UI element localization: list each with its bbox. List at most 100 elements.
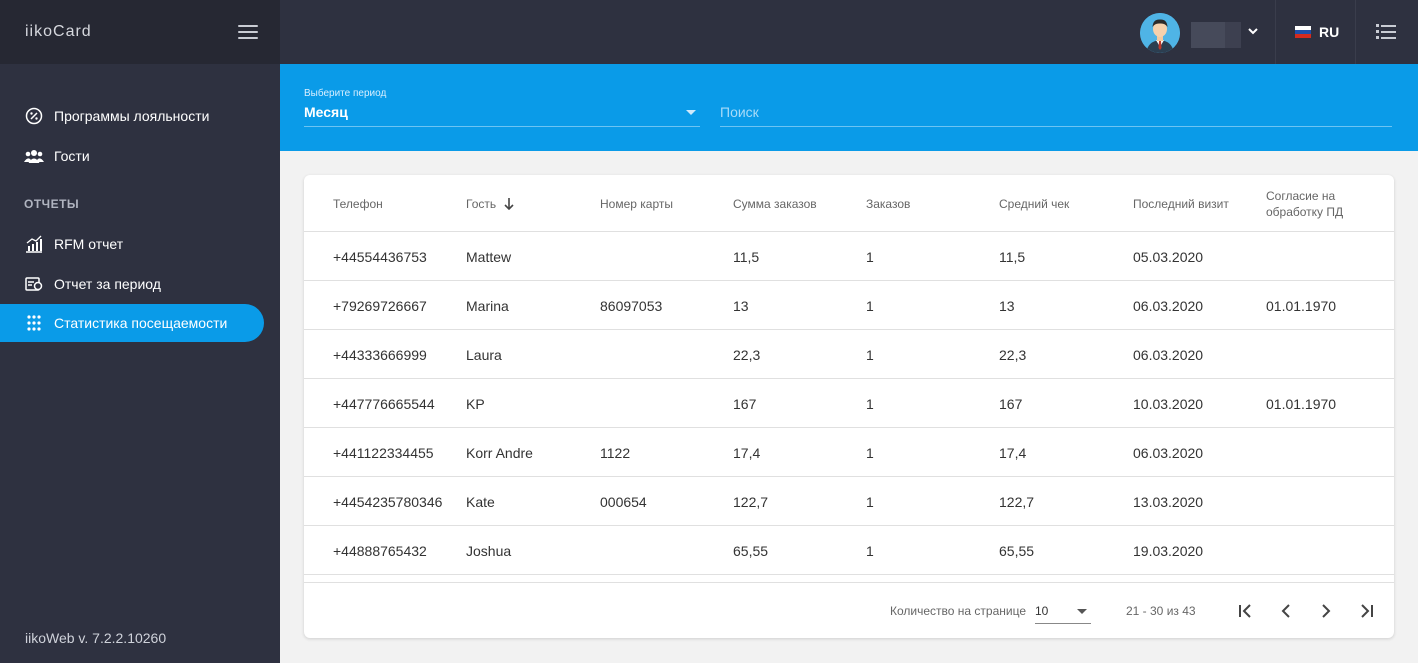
report-icon <box>24 274 44 294</box>
users-icon <box>24 146 44 166</box>
cell-average-check: 65,55 <box>999 542 1035 559</box>
cell-last-visit: 06.03.2020 <box>1133 444 1204 461</box>
sidebar-item-label: Программы лояльности <box>54 108 210 124</box>
sidebar-item-label: Статистика посещаемости <box>54 315 228 331</box>
cell-phone: +44333666999 <box>333 346 427 363</box>
cell-orders: 1 <box>866 444 874 461</box>
cell-order-sum: 65,55 <box>733 542 769 559</box>
per-page-value: 10 <box>1035 604 1049 618</box>
menu-icon[interactable] <box>238 25 258 39</box>
per-page-select[interactable]: 10 <box>1035 600 1091 624</box>
sidebar: iikoCard Программы лояльности Гости ОТЧЕ… <box>0 0 280 663</box>
sidebar-item-rfm[interactable]: RFM отчет <box>0 225 264 263</box>
cell-last-visit: 19.03.2020 <box>1133 542 1204 559</box>
cell-average-check: 13 <box>999 297 1015 314</box>
cell-guest: Marina <box>466 297 509 314</box>
period-label: Выберите период <box>304 88 387 99</box>
top-bar: RU <box>280 0 1418 64</box>
sidebar-item-loyalty[interactable]: Программы лояльности <box>0 97 264 135</box>
user-name-box[interactable] <box>1191 22 1241 48</box>
brand-bar: iikoCard <box>0 0 280 64</box>
column-order-sum[interactable]: Сумма заказов <box>733 196 817 211</box>
sidebar-item-guests[interactable]: Гости <box>0 137 264 175</box>
next-page-button[interactable] <box>1314 599 1338 623</box>
cell-orders: 1 <box>866 542 874 559</box>
column-orders[interactable]: Заказов <box>866 196 911 211</box>
cell-guest: KP <box>466 395 485 412</box>
cell-consent: 01.01.1970 <box>1266 297 1337 314</box>
cell-phone: +79269726667 <box>333 297 427 314</box>
cell-order-sum: 122,7 <box>733 493 769 510</box>
last-page-button[interactable] <box>1354 599 1378 623</box>
search-field[interactable] <box>720 104 1392 127</box>
column-consent[interactable]: Согласие на обработку ПД <box>1266 188 1344 219</box>
column-phone[interactable]: Телефон <box>333 196 383 211</box>
attendance-icon <box>24 313 44 333</box>
cell-phone: +4454235780346 <box>333 493 443 510</box>
filter-bar: Выберите период Месяц <box>280 64 1418 151</box>
cell-guest: Mattew <box>466 248 512 265</box>
cell-average-check: 17,4 <box>999 444 1027 461</box>
cell-average-check: 22,3 <box>999 346 1027 363</box>
sidebar-item-label: RFM отчет <box>54 236 124 252</box>
cell-order-sum: 22,3 <box>733 346 761 363</box>
period-value: Месяц <box>304 104 348 120</box>
cell-last-visit: 10.03.2020 <box>1133 395 1204 412</box>
first-page-button[interactable] <box>1234 599 1258 623</box>
cell-order-sum: 167 <box>733 395 757 412</box>
table-row[interactable]: +4454235780346 Kate 000654 122,7 1 122,7 13.03… <box>304 477 1394 526</box>
column-guest-label: Гость <box>466 196 497 211</box>
table-row[interactable]: +44554436753 Mattew 11,5 1 11,5 05.03.2020 <box>304 232 1394 281</box>
table-row[interactable]: +79269726667 Marina 86097053 13 1 13 06.03.202… <box>304 281 1394 330</box>
language-switch[interactable]: RU <box>1319 24 1340 40</box>
cell-guest: Korr Andre <box>466 444 533 461</box>
column-average-check[interactable]: Средний чек <box>999 196 1070 211</box>
sidebar-item-period-report[interactable]: Отчет за период <box>0 265 264 303</box>
cell-average-check: 122,7 <box>999 493 1035 510</box>
percent-badge-icon <box>24 106 44 126</box>
table-row[interactable]: +44888765432 Joshua 65,55 1 65,55 19.03.2020 <box>304 526 1394 575</box>
table-row[interactable]: +44333666999 Laura 22,3 1 22,3 06.03.2020 <box>304 330 1394 379</box>
cell-phone: +44888765432 <box>333 542 427 559</box>
cell-orders: 1 <box>866 346 874 363</box>
chart-icon <box>24 234 44 254</box>
cell-last-visit: 06.03.2020 <box>1133 297 1204 314</box>
period-select[interactable]: Месяц <box>304 104 700 127</box>
previous-page-button[interactable] <box>1274 599 1298 623</box>
table-card: Телефон Гость Номер карты Сумма заказов … <box>304 175 1394 638</box>
reports-section-label: ОТЧЕТЫ <box>24 197 80 211</box>
brand-logo: iikoCard <box>25 23 92 40</box>
cell-last-visit: 13.03.2020 <box>1133 493 1204 510</box>
sidebar-item-attendance[interactable]: Статистика посещаемости <box>0 304 264 342</box>
sort-down-arrow-icon <box>504 197 514 210</box>
dropdown-arrow-icon <box>1077 609 1087 614</box>
table-row[interactable]: +447776665544 KP 167 1 167 10.03.2020 01.01.19… <box>304 379 1394 428</box>
list-menu-icon[interactable] <box>1376 24 1396 40</box>
cell-card-number: 86097053 <box>600 297 663 314</box>
cell-phone: +447776665544 <box>333 395 435 412</box>
cell-phone: +441122334455 <box>333 444 434 461</box>
cell-phone: +44554436753 <box>333 248 427 265</box>
russia-flag-icon[interactable] <box>1295 26 1311 38</box>
cell-orders: 1 <box>866 493 874 510</box>
chevron-down-icon[interactable] <box>1248 24 1258 38</box>
cell-orders: 1 <box>866 395 874 412</box>
divider <box>1275 0 1276 64</box>
column-guest[interactable]: Гость <box>466 175 514 232</box>
cell-orders: 1 <box>866 297 874 314</box>
cell-guest: Joshua <box>466 542 512 559</box>
app-version: iikoWeb v. 7.2.2.10260 <box>25 630 167 646</box>
avatar[interactable] <box>1140 13 1180 53</box>
cell-order-sum: 17,4 <box>733 444 761 461</box>
cell-last-visit: 06.03.2020 <box>1133 346 1204 363</box>
cell-average-check: 11,5 <box>999 248 1026 265</box>
table-row[interactable]: +441122334455 Korr Andre 1122 17,4 1 17,4 06.0… <box>304 428 1394 477</box>
column-card-number[interactable]: Номер карты <box>600 196 673 211</box>
per-page-label: Количество на странице <box>890 604 1026 618</box>
divider <box>1355 0 1356 64</box>
cell-order-sum: 13 <box>733 297 749 314</box>
cell-guest: Laura <box>466 346 502 363</box>
search-input[interactable] <box>720 104 1392 120</box>
column-last-visit[interactable]: Последний визит <box>1133 196 1229 211</box>
cell-order-sum: 11,5 <box>733 248 760 265</box>
